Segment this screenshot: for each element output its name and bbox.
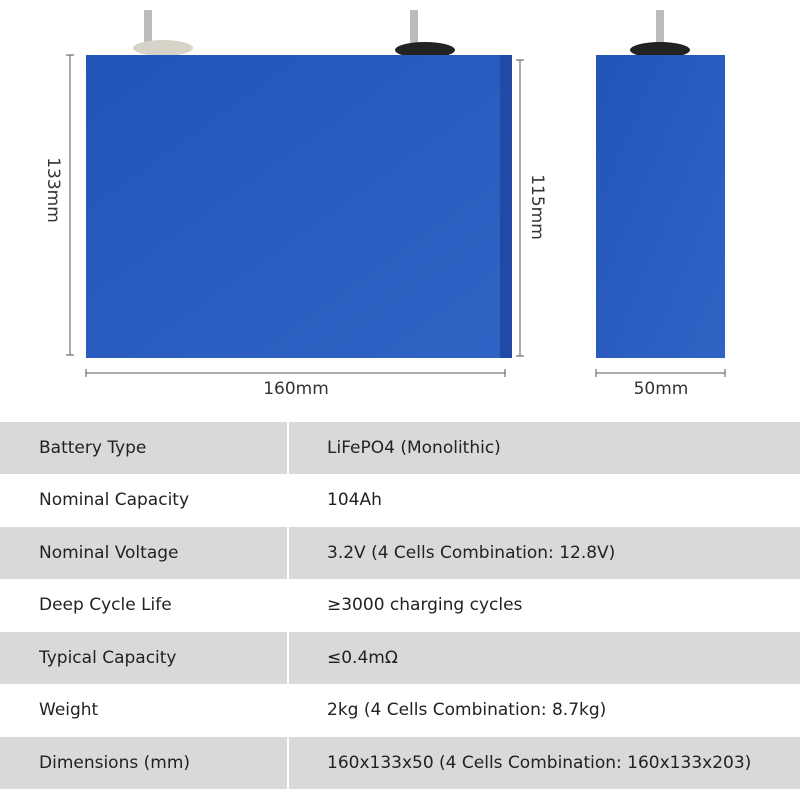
spec-label: Dimensions (mm) [0,737,289,789]
table-row: Nominal Voltage 3.2V (4 Cells Combination… [0,527,800,580]
spec-value: ≥3000 charging cycles [327,595,523,616]
table-row: Battery Type LiFePO4 (Monolithic) [0,422,800,475]
spec-label: Nominal Voltage [0,527,289,579]
spec-label: Nominal Capacity [0,474,289,526]
spec-table: Battery Type LiFePO4 (Monolithic) Nominal … [0,422,800,790]
table-row: Nominal Capacity 104Ah [0,474,800,527]
spec-label: Weight [0,684,289,736]
spec-value: 3.2V (4 Cells Combination: 12.8V) [327,542,616,563]
table-row: Weight 2kg (4 Cells Combination: 8.7kg) [0,684,800,737]
table-row: Typical Capacity ≤0.4mΩ [0,632,800,685]
dimension-label: 160mm [263,379,329,399]
battery-diagram: 133mm 115mm 160mm 50mm [43,10,726,399]
dimension-label: 115mm [527,174,547,240]
spec-value: 104Ah [327,490,382,511]
spec-label: Deep Cycle Life [0,579,289,631]
dimension-label: 50mm [634,379,689,399]
spec-value: 2kg (4 Cells Combination: 8.7kg) [327,700,607,721]
dimension-lines [66,54,726,377]
spec-label: Battery Type [0,422,289,474]
spec-value: ≤0.4mΩ [327,647,398,668]
table-row: Dimensions (mm) 160x133x50 (4 Cells Combi… [0,737,800,790]
table-row: Deep Cycle Life ≥3000 charging cycles [0,579,800,632]
spec-value: LiFePO4 (Monolithic) [327,437,501,458]
front-battery [86,10,512,358]
spec-value: 160x133x50 (4 Cells Combination: 160x133… [327,752,752,773]
side-battery [596,10,725,358]
dimension-label: 133mm [43,157,63,223]
spec-label: Typical Capacity [0,632,289,684]
